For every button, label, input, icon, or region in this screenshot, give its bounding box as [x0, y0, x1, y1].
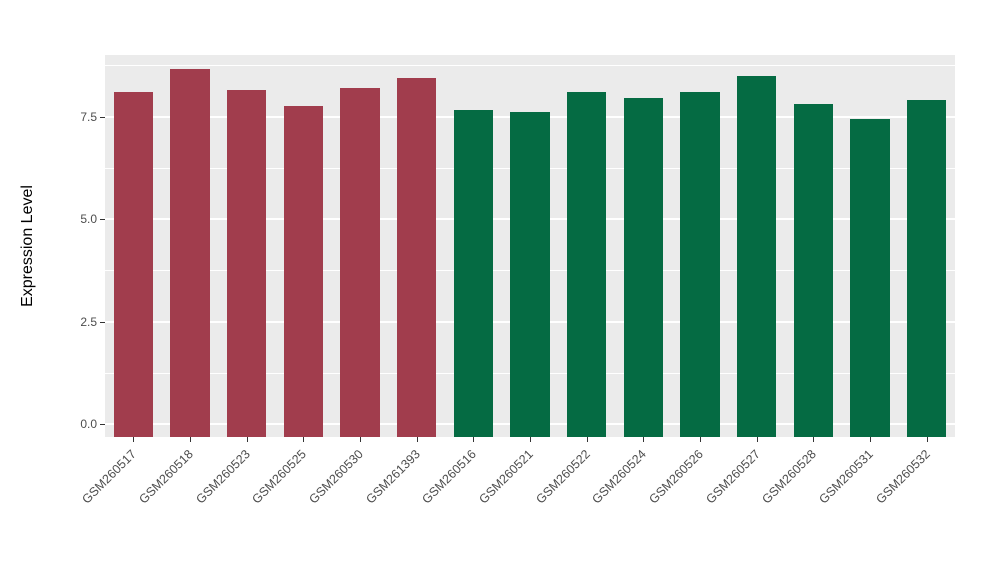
x-tick-mark: [643, 437, 645, 442]
bar-GSM260522: [566, 91, 607, 437]
y-tick-mark: [100, 424, 105, 425]
bar-GSM260530: [340, 87, 380, 437]
bar-GSM260528: [793, 104, 834, 437]
x-tick-mark: [813, 437, 815, 442]
x-tick-mark: [870, 437, 871, 442]
bar-GSM260531: [850, 118, 890, 437]
x-tick-mark: [700, 437, 701, 442]
bar-GSM260527: [736, 75, 777, 437]
x-tick-mark: [190, 437, 191, 442]
x-tick-mark: [246, 437, 248, 442]
x-tick-mark: [756, 437, 758, 442]
bar-GSM260523: [226, 89, 267, 437]
chart-panel: [105, 55, 955, 437]
y-tick-label: 2.5: [80, 314, 97, 329]
bar-GSM261393: [396, 77, 437, 437]
bar-GSM260516: [453, 110, 494, 437]
bar-GSM260517: [113, 91, 154, 437]
y-tick-label: 5.0: [80, 212, 97, 226]
x-tick-mark: [530, 437, 531, 442]
x-tick-mark: [586, 437, 588, 442]
bar-GSM260521: [510, 112, 550, 437]
bar-GSM260526: [680, 91, 720, 437]
x-tick-mark: [303, 437, 305, 442]
x-tick-mark: [360, 437, 361, 442]
y-tick-label: 0.0: [80, 417, 97, 431]
bar-GSM260524: [623, 98, 664, 437]
x-tick-mark: [473, 437, 475, 442]
x-tick-mark: [416, 437, 418, 442]
bar-GSM260518: [170, 69, 210, 437]
x-tick-mark: [133, 437, 135, 442]
y-tick-mark: [100, 116, 105, 118]
bar-GSM260532: [906, 100, 947, 437]
gridline-minor: [105, 65, 955, 67]
y-tick-label: 7.5: [80, 109, 97, 124]
y-tick-mark: [100, 219, 105, 220]
y-axis-title: Expression Level: [19, 185, 36, 307]
bar-GSM260525: [283, 106, 324, 437]
x-tick-mark: [926, 437, 928, 442]
y-tick-mark: [100, 321, 105, 323]
